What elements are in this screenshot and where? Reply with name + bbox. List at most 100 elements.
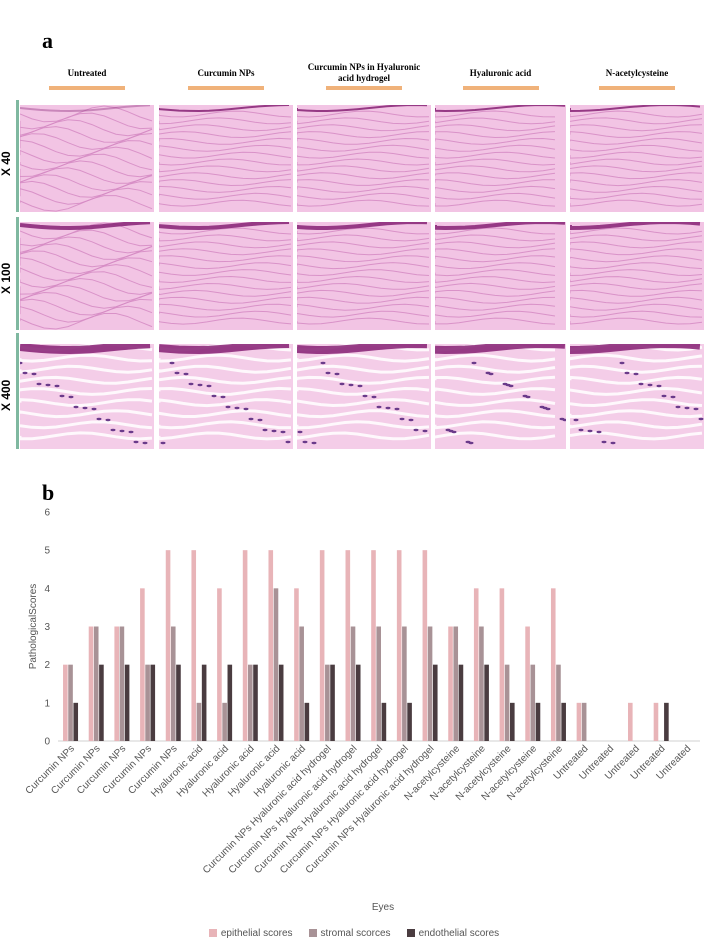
bar-epithelial-scores bbox=[653, 702, 659, 741]
column-bar bbox=[188, 86, 264, 90]
y-tick-label: 3 bbox=[44, 622, 50, 633]
y-tick-label: 0 bbox=[44, 737, 50, 748]
bar-epithelial-scores bbox=[217, 588, 222, 741]
bar-stromal-scorces bbox=[93, 626, 99, 741]
bar-stromal-scorces bbox=[479, 626, 484, 741]
micrograph-image bbox=[297, 217, 431, 330]
micrograph-image bbox=[159, 100, 293, 212]
legend-label: stromal scorces bbox=[320, 928, 391, 939]
bar-epithelial-scores bbox=[114, 626, 119, 741]
bar-endothelial-scores bbox=[355, 664, 361, 741]
column-bar bbox=[462, 86, 539, 90]
bar-stromal-scorces bbox=[453, 626, 459, 741]
bar-epithelial-scores bbox=[242, 550, 248, 741]
y-tick-label: 4 bbox=[44, 584, 50, 595]
column-label: Untreated bbox=[67, 68, 107, 78]
micrograph-image bbox=[297, 333, 431, 449]
micrograph-image bbox=[435, 100, 566, 212]
panel-a-letter: a bbox=[42, 28, 53, 53]
bar-stromal-scorces bbox=[222, 702, 227, 741]
bar-endothelial-scores bbox=[99, 664, 104, 741]
bar-endothelial-scores bbox=[664, 702, 669, 741]
bar-endothelial-scores bbox=[304, 702, 310, 741]
micrograph-image bbox=[159, 333, 293, 449]
bar-stromal-scorces bbox=[504, 664, 510, 741]
bar-endothelial-scores bbox=[535, 702, 541, 741]
legend-swatch bbox=[208, 929, 217, 938]
bar-endothelial-scores bbox=[227, 664, 233, 741]
bar-epithelial-scores bbox=[525, 626, 530, 741]
column-bar bbox=[326, 86, 402, 90]
column-label: Hyaluronic acid bbox=[469, 68, 532, 78]
row-marker bbox=[16, 217, 19, 330]
panel-b-letter: b bbox=[42, 480, 55, 505]
bar-epithelial-scores bbox=[294, 588, 299, 741]
micrograph-image bbox=[20, 100, 154, 212]
row-label: X 100 bbox=[0, 262, 13, 294]
bar-endothelial-scores bbox=[278, 664, 284, 741]
bar-stromal-scorces bbox=[170, 626, 176, 741]
bar-endothelial-scores bbox=[458, 664, 464, 741]
bar-epithelial-scores bbox=[191, 550, 197, 741]
bar-endothelial-scores bbox=[201, 664, 207, 741]
column-bar bbox=[599, 86, 675, 90]
bar-epithelial-scores bbox=[422, 550, 428, 741]
row-marker bbox=[16, 333, 19, 449]
bar-epithelial-scores bbox=[319, 550, 325, 741]
bar-stromal-scorces bbox=[376, 626, 381, 741]
bar-epithelial-scores bbox=[473, 588, 479, 741]
micrograph-image bbox=[435, 333, 566, 449]
bar-epithelial-scores bbox=[371, 550, 376, 741]
micrograph-image bbox=[570, 333, 704, 449]
row-label: X 40 bbox=[0, 151, 13, 176]
column-label: Curcumin NPs in Hyaluronic acid hydrogel bbox=[307, 62, 421, 83]
bar-stromal-scorces bbox=[350, 626, 356, 741]
y-tick-label: 2 bbox=[44, 660, 50, 671]
bar-epithelial-scores bbox=[140, 588, 145, 741]
micrograph-image bbox=[570, 217, 704, 330]
legend-item: stromal scorces bbox=[308, 928, 391, 939]
column-label: N-acetylcysteine bbox=[605, 68, 669, 78]
bar-endothelial-scores bbox=[330, 664, 335, 741]
y-tick-label: 5 bbox=[44, 546, 50, 557]
row-marker bbox=[16, 100, 19, 212]
bar-endothelial-scores bbox=[176, 664, 181, 741]
legend-item: epithelial scores bbox=[208, 928, 293, 939]
bar-epithelial-scores bbox=[268, 550, 274, 741]
bar-stromal-scorces bbox=[196, 702, 202, 741]
legend-item: endothelial scores bbox=[406, 928, 500, 939]
chart-legend: epithelial scores stromal scorces endothel… bbox=[0, 928, 708, 939]
bar-epithelial-scores bbox=[396, 550, 402, 741]
bar-endothelial-scores bbox=[150, 664, 156, 741]
bar-stromal-scorces bbox=[402, 626, 407, 741]
bar-stromal-scorces bbox=[299, 626, 304, 741]
bar-stromal-scorces bbox=[248, 664, 253, 741]
bar-endothelial-scores bbox=[432, 664, 438, 741]
bar-epithelial-scores bbox=[499, 588, 505, 741]
legend-label: endothelial scores bbox=[418, 928, 500, 939]
bar-endothelial-scores bbox=[484, 664, 489, 741]
micrograph-image bbox=[159, 217, 293, 330]
bar-epithelial-scores bbox=[165, 550, 171, 741]
bar-stromal-scorces bbox=[119, 626, 125, 741]
y-tick-label: 1 bbox=[44, 698, 50, 709]
bar-epithelial-scores bbox=[628, 702, 633, 741]
legend-label: epithelial scores bbox=[220, 928, 293, 939]
column-label: Curcumin NPs bbox=[197, 68, 255, 78]
bar-endothelial-scores bbox=[124, 664, 130, 741]
bar-epithelial-scores bbox=[345, 550, 351, 741]
bar-stromal-scorces bbox=[68, 664, 73, 741]
bar-stromal-scorces bbox=[273, 588, 279, 741]
bar-epithelial-scores bbox=[88, 626, 94, 741]
bar-endothelial-scores bbox=[510, 702, 515, 741]
bar-stromal-scorces bbox=[325, 664, 330, 741]
bar-epithelial-scores bbox=[448, 626, 453, 741]
bar-epithelial-scores bbox=[576, 702, 582, 741]
y-axis-label: PathologicalScores bbox=[28, 584, 39, 670]
micrograph-image bbox=[20, 217, 154, 330]
micrograph-image bbox=[20, 333, 154, 449]
bar-endothelial-scores bbox=[73, 702, 79, 741]
bar-stromal-scorces bbox=[530, 664, 536, 741]
bar-epithelial-scores bbox=[63, 664, 68, 741]
